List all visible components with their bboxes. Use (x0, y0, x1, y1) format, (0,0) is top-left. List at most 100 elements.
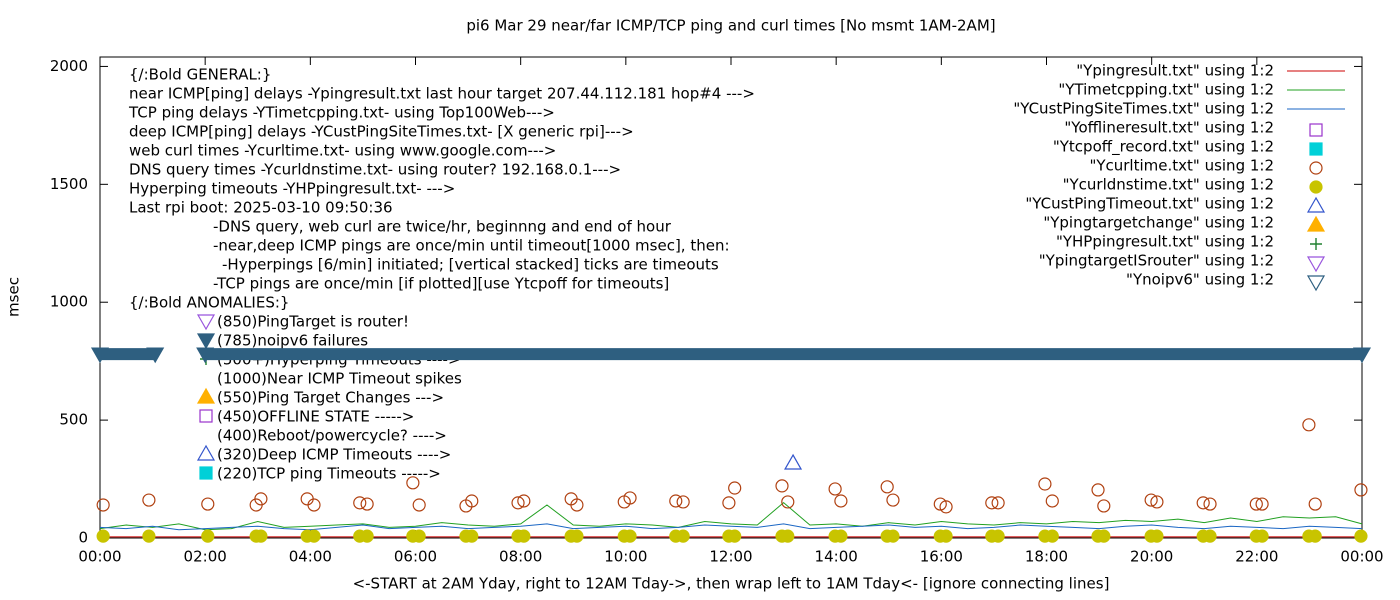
legend-swatch (1309, 161, 1323, 175)
annotation: near ICMP[ping] delays -Ypingresult.txt … (129, 85, 755, 103)
x-tick-label: 18:00 (1025, 548, 1068, 566)
point (1255, 497, 1269, 511)
point (1308, 497, 1322, 511)
point (517, 494, 531, 508)
annotation: -Hyperpings [6/min] initiated; [vertical… (222, 256, 719, 274)
point (728, 481, 742, 495)
point (939, 529, 953, 543)
point (360, 529, 374, 543)
point (90, 347, 110, 364)
point (939, 500, 953, 514)
point (1150, 495, 1164, 509)
legend-swatch (1310, 238, 1322, 250)
y-axis-label: msec (5, 277, 23, 317)
legend-label: "Ypingresult.txt" using 1:2 (1076, 62, 1274, 80)
point (570, 498, 584, 512)
point (781, 495, 795, 509)
point (406, 476, 420, 490)
point (146, 347, 165, 364)
point (465, 494, 479, 508)
point (360, 497, 374, 511)
point (1203, 497, 1217, 511)
legend-label: "YHPpingresult.txt" using 1:2 (1056, 233, 1274, 251)
annotation: TCP ping delays -YTimetcpping.txt- using… (128, 104, 555, 122)
point (985, 496, 999, 510)
y-tick-label: 500 (59, 411, 88, 429)
legend-label: "YCustPingTimeout.txt" using 1:2 (1025, 195, 1274, 213)
point (722, 496, 736, 510)
annotation: (850)PingTarget is router! (217, 313, 409, 331)
point (669, 494, 683, 508)
legend-label: "YpingtargetISrouter" using 1:2 (1039, 252, 1274, 270)
point (676, 495, 690, 509)
point (1144, 493, 1158, 507)
point (775, 479, 789, 493)
annotation-marker (196, 387, 216, 404)
x-tick-label: 14:00 (815, 548, 858, 566)
point (96, 498, 110, 512)
point (623, 529, 637, 543)
x-tick-label: 16:00 (920, 548, 963, 566)
annotation: (220)TCP ping Timeouts -----> (217, 465, 441, 483)
point (828, 482, 842, 496)
point (728, 529, 742, 543)
point (991, 529, 1005, 543)
legend-label: "Ycurldnstime.txt" using 1:2 (1063, 176, 1274, 194)
point (307, 529, 321, 543)
point (784, 453, 803, 470)
point (623, 491, 637, 505)
y-tick-label: 0 (78, 529, 88, 547)
annotation: (450)OFFLINE STATE -----> (217, 408, 414, 426)
annotation: (320)Deep ICMP Timeouts ----> (217, 446, 451, 464)
y-tick-label: 1500 (50, 175, 88, 193)
y-tick-label: 2000 (50, 57, 88, 75)
point (1249, 497, 1263, 511)
point (307, 498, 321, 512)
point (1150, 529, 1164, 543)
point (142, 493, 156, 507)
point (1097, 499, 1111, 513)
point (1097, 529, 1111, 543)
annotation: -DNS query, web curl are twice/hr, begin… (213, 218, 672, 236)
annotation-marker (199, 409, 213, 423)
legend-swatch (1309, 142, 1323, 156)
x-tick-label: 04:00 (289, 548, 332, 566)
x-tick-label: 00:00 (78, 548, 121, 566)
annotation: (785)noipv6 failures (217, 332, 368, 350)
annotation: web curl times -Ycurltime.txt- using www… (129, 142, 556, 160)
series-line (99, 523, 1363, 531)
legend-swatch (1306, 196, 1326, 213)
legend-label: "YCustPingSiteTimes.txt" using 1:2 (1013, 100, 1274, 118)
annotation: {/:Bold GENERAL:} (129, 66, 271, 84)
point (676, 529, 690, 543)
x-tick-label: 22:00 (1235, 548, 1278, 566)
annotation: deep ICMP[ping] delays -YCustPingSiteTim… (129, 123, 634, 141)
x-tick-label: 08:00 (499, 548, 542, 566)
point (254, 529, 268, 543)
point (1352, 347, 1372, 364)
legend-swatch (1306, 215, 1326, 232)
series-line (99, 501, 1363, 531)
y-tick-label: 1000 (50, 293, 88, 311)
point (570, 529, 584, 543)
x-tick-label: 12:00 (709, 548, 752, 566)
legend-label: "YTimetcpping.txt" using 1:2 (1058, 81, 1274, 99)
point (517, 529, 531, 543)
x-tick-label: 00:00 (1340, 548, 1383, 566)
point (781, 529, 795, 543)
point (1354, 483, 1368, 497)
point (412, 529, 426, 543)
point (254, 492, 268, 506)
point (991, 496, 1005, 510)
point (1091, 483, 1105, 497)
point (1255, 529, 1269, 543)
annotation: (550)Ping Target Changes ---> (217, 389, 444, 407)
point (201, 529, 215, 543)
annotation: -near,deep ICMP pings are once/min until… (213, 237, 730, 255)
legend-swatch (1309, 180, 1323, 194)
point (196, 347, 215, 364)
legend-label: "Ycurltime.txt" using 1:2 (1089, 157, 1274, 175)
annotation: (400)Reboot/powercycle? ----> (217, 427, 447, 445)
